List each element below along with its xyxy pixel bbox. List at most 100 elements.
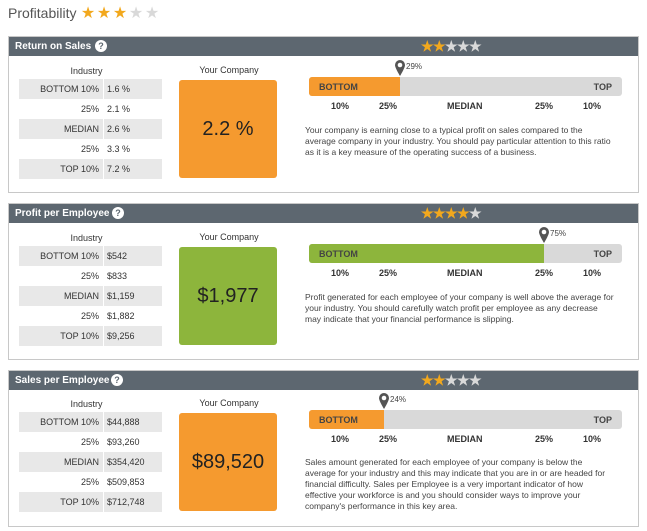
percentile-tick-label: MEDIAN — [447, 101, 483, 111]
industry-table: BOTTOM 10% 1.6 % 25% 2.1 % MEDIAN 2.6 % 25% 3.3… — [19, 79, 162, 179]
section-profit-per-employee: Profit per Employee ? ★★★★★ Industry BOT… — [8, 203, 639, 360]
industry-row-label: TOP 10% — [60, 164, 99, 174]
help-icon[interactable]: ? — [95, 40, 107, 52]
industry-table: BOTTOM 10% $542 25% $833 MEDIAN $1,159 25% $1,8… — [19, 246, 162, 346]
percentile-bar: BOTTOM TOP — [309, 410, 622, 429]
star-filled-icon: ★ — [421, 372, 434, 388]
percentile-tick-label: 10% — [583, 434, 602, 444]
industry-row: 25% $1,882 — [19, 306, 162, 326]
section-header: Sales per Employee ? ★★★★★ — [9, 371, 638, 390]
percentile-tick-label: 25% — [535, 101, 554, 111]
industry-row-label: TOP 10% — [60, 497, 99, 507]
page-title: Profitability — [8, 5, 77, 21]
section-header: Return on Sales ? ★★★★★ — [9, 37, 638, 56]
industry-row-label: 25% — [80, 477, 99, 487]
map-pin-icon — [538, 226, 550, 244]
industry-row: 25% $833 — [19, 266, 162, 286]
star-empty-icon: ★ — [469, 372, 482, 388]
percentile-bar-fill — [309, 410, 384, 429]
help-icon[interactable]: ? — [112, 207, 124, 219]
industry-row-label: TOP 10% — [60, 331, 99, 341]
industry-row-value: 7.2 % — [107, 164, 131, 174]
industry-row-value: 3.3 % — [107, 144, 131, 154]
percentile-bar: BOTTOM TOP — [309, 244, 622, 263]
industry-row-label: BOTTOM 10% — [40, 417, 99, 427]
industry-row-label: 25% — [80, 437, 99, 447]
industry-row-value: $9,256 — [107, 331, 135, 341]
industry-row-value: 2.1 % — [107, 104, 131, 114]
percentile-ticks: 10% 25% MEDIAN 25% 10% — [309, 434, 622, 446]
star-filled-icon: ★ — [445, 205, 458, 221]
bar-top-label: TOP — [593, 415, 612, 425]
star-empty-icon: ★ — [445, 38, 458, 54]
industry-row-label: 25% — [80, 144, 99, 154]
section-title: Sales per Employee — [15, 375, 110, 386]
star-filled-icon: ★ — [433, 38, 446, 54]
industry-label: Industry — [70, 66, 103, 76]
industry-row-value: $542 — [107, 251, 128, 261]
your-company-value: $89,520 — [179, 413, 277, 511]
industry-row-label: 25% — [80, 311, 99, 321]
industry-label: Industry — [70, 399, 103, 409]
industry-row: MEDIAN $1,159 — [19, 286, 162, 306]
percentile-tick-label: 25% — [535, 268, 554, 278]
industry-row-label: 25% — [80, 271, 99, 281]
percentile-label: 75% — [550, 229, 567, 238]
your-company-label: Your Company — [199, 65, 259, 75]
industry-row: TOP 10% $712,748 — [19, 492, 162, 512]
star-empty-icon: ★ — [445, 372, 458, 388]
star-filled-icon: ★ — [433, 372, 446, 388]
star-filled-icon: ★ — [433, 205, 446, 221]
industry-row-value: $833 — [107, 271, 128, 281]
section-header: Profit per Employee ? ★★★★★ — [9, 204, 638, 223]
industry-row-label: MEDIAN — [63, 457, 99, 467]
industry-row: BOTTOM 10% $542 — [19, 246, 162, 266]
star-filled-icon: ★ — [457, 205, 470, 221]
industry-row-label: BOTTOM 10% — [40, 251, 99, 261]
percentile-tick-label: 10% — [331, 101, 350, 111]
industry-row-value: $1,882 — [107, 311, 135, 321]
your-company-label: Your Company — [199, 398, 259, 408]
bar-top-label: TOP — [593, 82, 612, 92]
industry-row: 25% 2.1 % — [19, 99, 162, 119]
percentile-tick-label: 10% — [583, 101, 602, 111]
your-company-value: $1,977 — [179, 247, 277, 345]
section-description: Profit generated for each employee of yo… — [305, 292, 614, 324]
industry-row: 25% $509,853 — [19, 472, 162, 492]
industry-row: MEDIAN 2.6 % — [19, 119, 162, 139]
bar-bottom-label: BOTTOM — [319, 415, 358, 425]
bar-bottom-label: BOTTOM — [319, 249, 358, 259]
percentile-ticks: 10% 25% MEDIAN 25% 10% — [309, 268, 622, 280]
industry-row-value: $44,888 — [107, 417, 140, 427]
page-rating-stars: ★ ★ ★ ★ ★ — [80, 3, 160, 23]
industry-row-value: 2.6 % — [107, 124, 131, 134]
percentile-tick-label: MEDIAN — [447, 434, 483, 444]
section-return-on-sales: Return on Sales ? ★★★★★ Industry BOTTOM … — [8, 36, 639, 193]
star-empty-icon: ★ — [469, 38, 482, 54]
industry-row-value: $354,420 — [107, 457, 145, 467]
star-filled-icon: ★ — [421, 205, 434, 221]
industry-label: Industry — [70, 233, 103, 243]
percentile-tick-label: MEDIAN — [447, 268, 483, 278]
percentile-ticks: 10% 25% MEDIAN 25% 10% — [309, 101, 622, 113]
section-rating-stars: ★★★★★ — [421, 38, 482, 55]
section-sales-per-employee: Sales per Employee ? ★★★★★ Industry BOTT… — [8, 370, 639, 527]
industry-row: 25% $93,260 — [19, 432, 162, 452]
percentile-label: 29% — [406, 62, 423, 71]
percentile-tick-label: 25% — [535, 434, 554, 444]
industry-row-label: 25% — [80, 104, 99, 114]
section-rating-stars: ★★★★★ — [421, 372, 482, 389]
percentile-tick-label: 25% — [379, 101, 398, 111]
industry-row: TOP 10% 7.2 % — [19, 159, 162, 179]
percentile-tick-label: 10% — [331, 434, 350, 444]
industry-row-label: MEDIAN — [63, 124, 99, 134]
help-icon[interactable]: ? — [111, 374, 123, 386]
section-description: Sales amount generated for each employee… — [305, 457, 606, 511]
percentile-bar-fill — [309, 77, 400, 96]
star-filled-icon: ★ — [80, 5, 96, 22]
section-rating-stars: ★★★★★ — [421, 205, 482, 222]
your-company-value: 2.2 % — [179, 80, 277, 178]
industry-row-value: $509,853 — [107, 477, 145, 487]
bar-bottom-label: BOTTOM — [319, 82, 358, 92]
percentile-label: 24% — [390, 395, 407, 404]
